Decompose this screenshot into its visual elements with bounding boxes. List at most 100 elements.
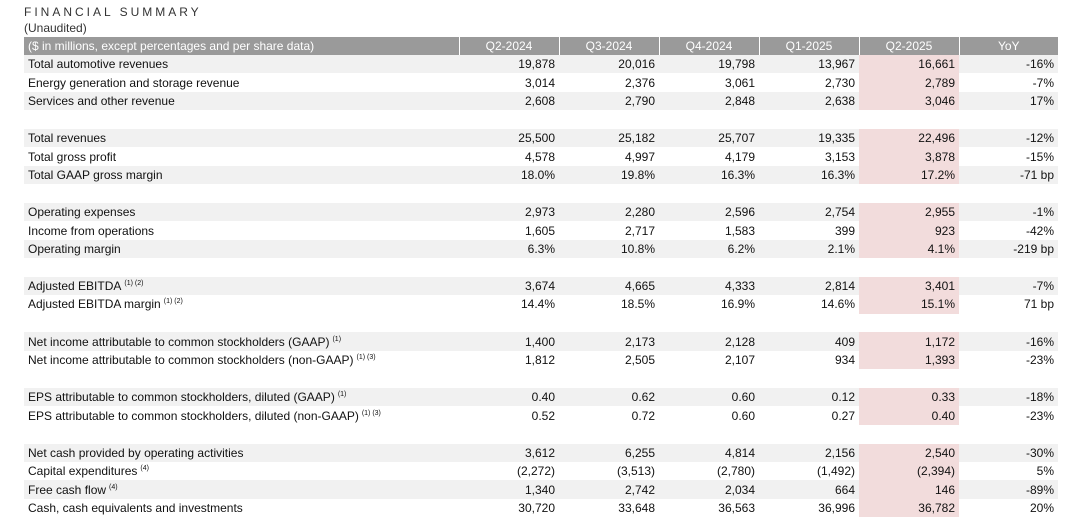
yoy-cell: -1% bbox=[959, 202, 1058, 222]
yoy-cell: -71 bp bbox=[959, 165, 1058, 185]
yoy-cell: -16% bbox=[959, 55, 1058, 74]
row-label: Free cash flow (4) bbox=[24, 480, 459, 499]
row-label-text: Total automotive revenues bbox=[28, 57, 169, 72]
row-label-text: Adjusted EBITDA bbox=[28, 279, 122, 294]
footnote-reference: (1) bbox=[337, 391, 347, 399]
value-cell: 664 bbox=[759, 480, 859, 499]
value-cell: 4,179 bbox=[724, 149, 755, 164]
value-cell: 2,280 bbox=[559, 202, 659, 222]
value-cell: (3,513) bbox=[616, 464, 655, 479]
column-header-q3-2024: Q3-2024 bbox=[558, 37, 659, 55]
row-label: Total revenues bbox=[24, 128, 459, 148]
value-cell: 2,742 bbox=[559, 480, 659, 499]
row-label: Energy generation and storage revenue bbox=[24, 73, 459, 91]
group-spacer-cell bbox=[24, 369, 1058, 389]
group-spacer-cell bbox=[24, 258, 1058, 277]
group-spacer-cell bbox=[24, 313, 1058, 333]
yoy-cell: -16% bbox=[959, 332, 1058, 351]
table-row: Adjusted EBITDA (1) (2) 3,674 4,665 4,333 2,8… bbox=[24, 276, 1058, 296]
value-cell: 2,376 bbox=[624, 75, 655, 90]
row-label: Total gross profit bbox=[24, 147, 459, 165]
current-quarter-cell: 1,172 bbox=[859, 332, 959, 351]
value-cell: 2,754 bbox=[759, 202, 859, 222]
row-label: Net income attributable to common stockh… bbox=[24, 351, 459, 369]
current-quarter-cell: 2,540 bbox=[859, 443, 959, 463]
value-cell: 16.9% bbox=[720, 297, 755, 312]
row-label: Total GAAP gross margin bbox=[24, 165, 459, 185]
group-spacer bbox=[24, 258, 1058, 277]
value-cell: 3,153 bbox=[824, 149, 855, 164]
value-cell: 2,128 bbox=[659, 332, 759, 351]
current-quarter-cell: 923 bbox=[859, 221, 959, 240]
current-quarter-cell: 22,496 bbox=[859, 128, 959, 148]
value-cell: 1,812 bbox=[524, 353, 555, 368]
page-subtitle: (Unaudited) bbox=[24, 21, 87, 35]
value-cell: 0.62 bbox=[559, 388, 659, 407]
row-label: Net cash provided by operating activitie… bbox=[24, 443, 459, 463]
row-label-text: Capital expenditures bbox=[28, 464, 138, 479]
row-label-text: Net income attributable to common stockh… bbox=[28, 353, 354, 368]
yoy-cell: -7% bbox=[1032, 75, 1054, 90]
value-cell: 20,016 bbox=[559, 55, 659, 74]
row-label-text: Net cash provided by operating activitie… bbox=[28, 445, 244, 460]
value-cell: 14.6% bbox=[820, 297, 855, 312]
current-quarter-cell: 0.40 bbox=[859, 406, 959, 425]
table-row: Net income attributable to common stockh… bbox=[24, 332, 1058, 351]
yoy-cell: 20% bbox=[1029, 501, 1054, 515]
value-cell: (2,780) bbox=[716, 464, 755, 479]
yoy-cell: -89% bbox=[959, 480, 1058, 499]
value-cell: 409 bbox=[759, 332, 859, 351]
table-row: Total revenues 25,500 25,182 25,707 19,335 22… bbox=[24, 128, 1058, 148]
page-title: FINANCIAL SUMMARY bbox=[24, 5, 202, 19]
row-label-text: Adjusted EBITDA margin bbox=[28, 297, 161, 312]
row-label-text: Operating margin bbox=[28, 241, 121, 256]
row-label: Operating expenses bbox=[24, 202, 459, 222]
row-label-text: Cash, cash equivalents and investments bbox=[28, 501, 243, 515]
value-cell: 0.27 bbox=[831, 408, 855, 423]
value-cell: 2,814 bbox=[759, 276, 859, 296]
footnote-reference: (1) (3) bbox=[356, 354, 376, 362]
current-quarter-cell: 2,955 bbox=[859, 202, 959, 222]
table-row: Services and other revenue 2,608 2,790 2,84… bbox=[24, 91, 1058, 111]
value-cell: 3,674 bbox=[459, 276, 559, 296]
row-label-text: Operating expenses bbox=[28, 205, 136, 220]
row-label-text: Net income attributable to common stockh… bbox=[28, 334, 330, 349]
value-cell: 0.72 bbox=[631, 408, 655, 423]
group-spacer bbox=[24, 369, 1058, 389]
current-quarter-cell: (2,394) bbox=[859, 462, 959, 481]
group-spacer bbox=[24, 313, 1058, 333]
footnote-reference: (1) bbox=[332, 335, 342, 343]
table-row: Operating expenses 2,973 2,280 2,596 2,754 2,… bbox=[24, 202, 1058, 222]
value-cell: 10.8% bbox=[559, 239, 659, 259]
table-row: Total gross profit 4,578 4,997 4,179 3,153 3,… bbox=[24, 147, 1058, 166]
value-cell: 1,340 bbox=[459, 480, 559, 499]
value-cell: 1,583 bbox=[724, 223, 755, 238]
footnote-reference: (1) (2) bbox=[163, 298, 183, 306]
value-cell: 14.4% bbox=[520, 297, 555, 312]
column-header-q2-2024: Q2-2024 bbox=[458, 37, 559, 55]
value-cell: 2,173 bbox=[559, 332, 659, 351]
table-row: Capital expenditures (4) (2,272) (3,513) (2,… bbox=[24, 462, 1058, 481]
value-cell: 2,034 bbox=[659, 480, 759, 499]
value-cell: 6,255 bbox=[559, 443, 659, 463]
value-cell: 16.3% bbox=[659, 165, 759, 185]
row-label-text: Services and other revenue bbox=[28, 93, 175, 108]
yoy-cell: -42% bbox=[1025, 223, 1054, 238]
table-row: Total GAAP gross margin 18.0% 19.8% 16.3% 16… bbox=[24, 165, 1058, 185]
financial-summary-table: ($ in millions, except percentages and p… bbox=[24, 37, 1058, 518]
current-quarter-cell: 146 bbox=[859, 480, 959, 499]
value-cell: 36,996 bbox=[818, 501, 855, 515]
table-row: Adjusted EBITDA margin (1) (2) 14.4% 18.5% 1… bbox=[24, 295, 1058, 314]
value-cell: (2,272) bbox=[516, 464, 555, 479]
value-cell: 2,638 bbox=[759, 91, 859, 111]
column-header-q1-2025: Q1-2025 bbox=[758, 37, 859, 55]
row-label-text: Free cash flow bbox=[28, 482, 107, 497]
value-cell: 3,014 bbox=[524, 75, 555, 90]
value-cell: 2,505 bbox=[624, 353, 655, 368]
row-label-text: Total gross profit bbox=[28, 149, 117, 164]
value-cell: 2,596 bbox=[659, 202, 759, 222]
yoy-cell: -219 bp bbox=[959, 239, 1058, 259]
current-quarter-cell: 15.1% bbox=[859, 295, 959, 314]
value-cell: 19,335 bbox=[759, 128, 859, 148]
row-label: Operating margin bbox=[24, 239, 459, 259]
